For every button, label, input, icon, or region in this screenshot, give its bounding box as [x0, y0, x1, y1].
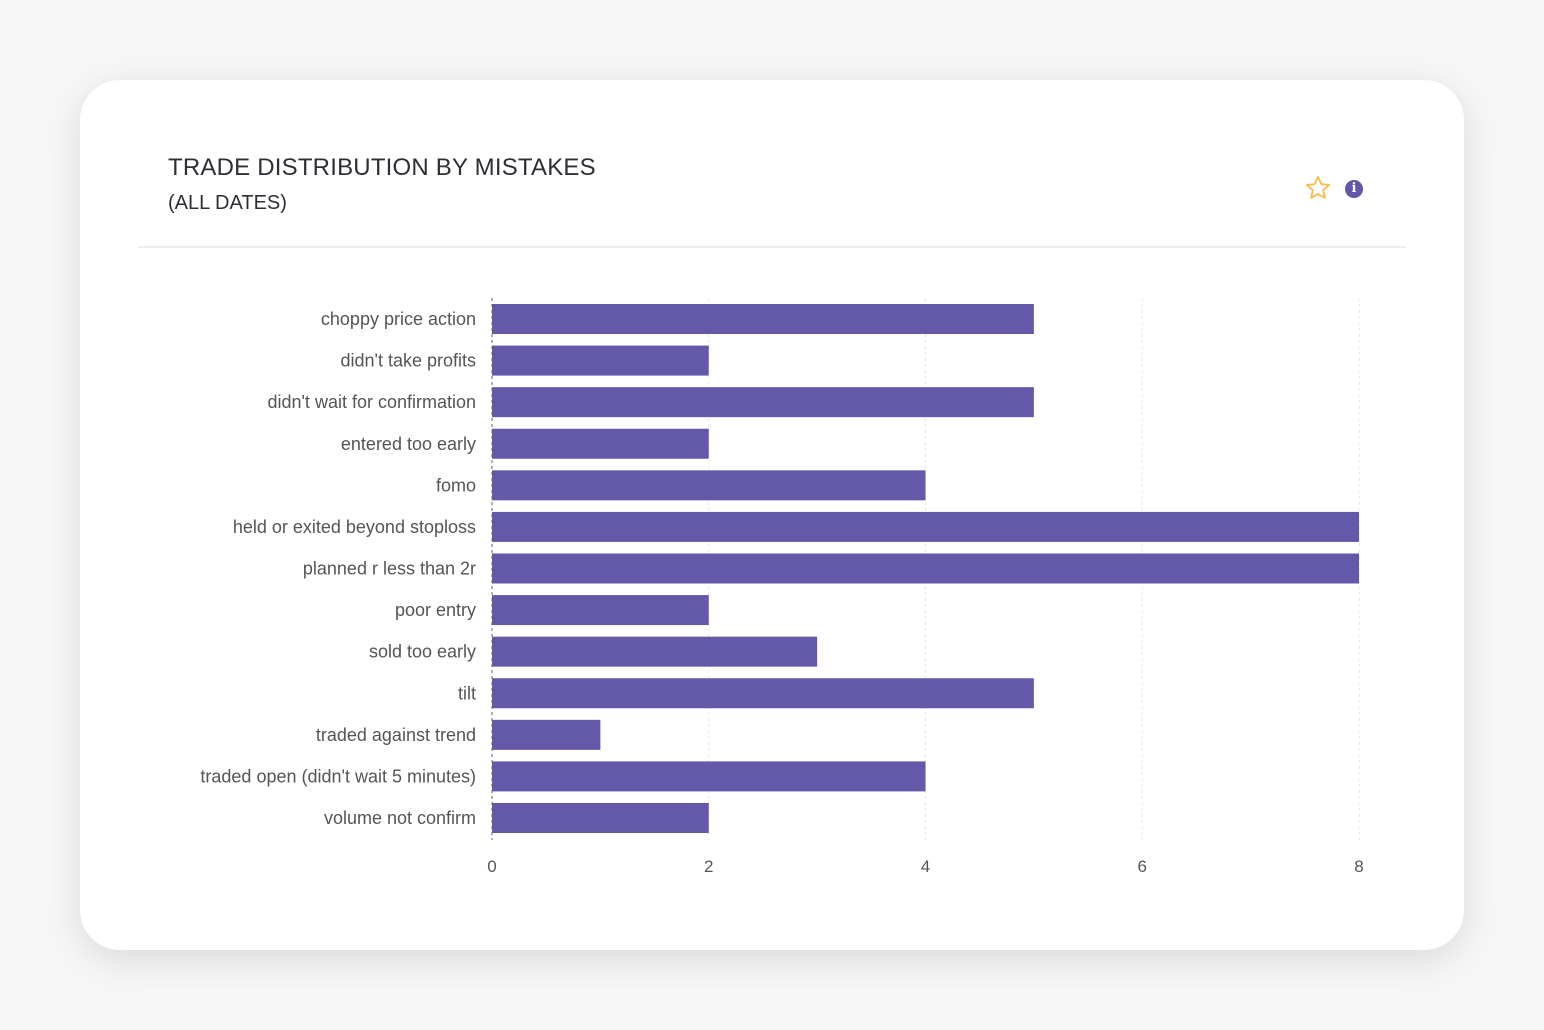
- header-divider: [138, 246, 1406, 248]
- y-category-label: choppy price action: [321, 309, 476, 329]
- y-category-label: poor entry: [395, 600, 476, 620]
- y-category-label: didn't take profits: [340, 351, 476, 371]
- x-tick-label: 2: [704, 857, 713, 876]
- y-category-label: entered too early: [341, 434, 476, 454]
- y-category-label: sold too early: [369, 642, 476, 662]
- x-tick-label: 0: [487, 857, 496, 876]
- star-icon[interactable]: [1304, 174, 1332, 202]
- x-tick-label: 4: [921, 857, 930, 876]
- bar: [492, 511, 1359, 542]
- bar: [492, 553, 1359, 584]
- bar: [492, 761, 926, 792]
- y-category-label: planned r less than 2r: [303, 559, 476, 579]
- bar: [492, 636, 818, 667]
- y-category-label: didn't wait for confirmation: [267, 392, 476, 412]
- y-category-label: volume not confirm: [324, 808, 476, 828]
- y-category-label: traded open (didn't wait 5 minutes): [200, 766, 476, 786]
- y-category-label: fomo: [436, 475, 476, 495]
- y-category-label: traded against trend: [316, 725, 476, 745]
- bar: [492, 719, 601, 750]
- bar: [492, 595, 709, 626]
- bar: [492, 678, 1034, 709]
- x-tick-label: 8: [1354, 857, 1363, 876]
- bar: [492, 387, 1034, 418]
- bar: [492, 345, 709, 376]
- info-icon[interactable]: i: [1345, 180, 1363, 198]
- bar: [492, 304, 1034, 334]
- y-category-label: held or exited beyond stoploss: [233, 517, 476, 537]
- bar: [492, 470, 926, 501]
- bar: [492, 803, 709, 833]
- chart-subtitle: (ALL DATES): [168, 192, 287, 214]
- bar: [492, 428, 709, 459]
- y-category-label: tilt: [458, 683, 476, 703]
- chart-title: TRADE DISTRIBUTION BY MISTAKES: [168, 154, 596, 181]
- x-tick-label: 6: [1138, 857, 1147, 876]
